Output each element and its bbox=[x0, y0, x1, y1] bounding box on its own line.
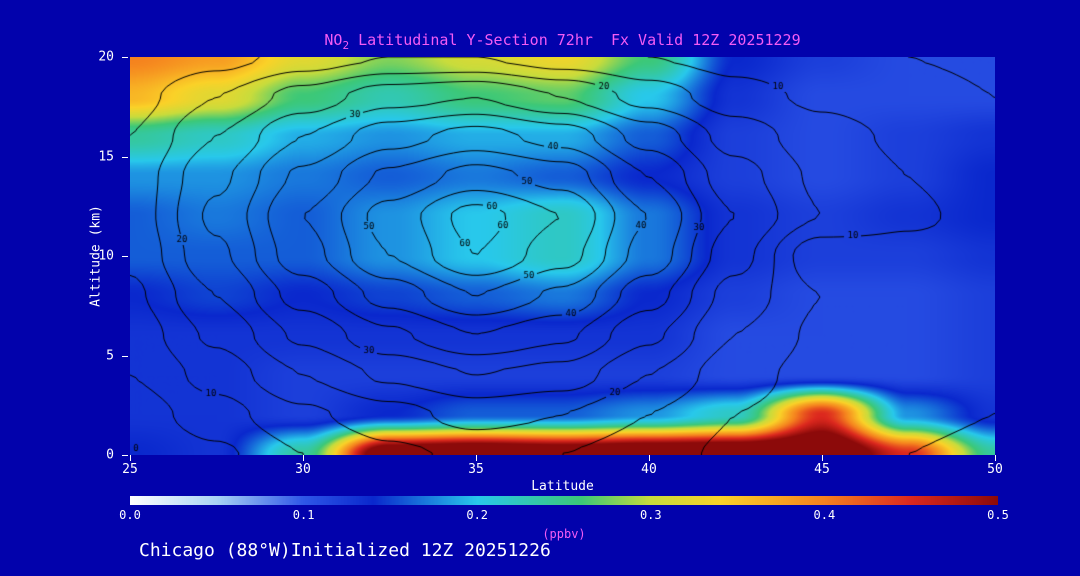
y-tick-mark bbox=[122, 57, 128, 58]
chart-title-prefix: NO bbox=[324, 31, 343, 49]
y-tick-label: 15 bbox=[98, 149, 114, 164]
init-info-label: Chicago (88°W)Initialized 12Z 20251226 bbox=[139, 540, 551, 561]
y-tick-mark bbox=[122, 256, 128, 257]
y-tick-mark bbox=[122, 156, 128, 158]
x-tick-mark bbox=[822, 455, 823, 461]
y-tick-label: 20 bbox=[98, 49, 114, 65]
x-tick-mark bbox=[995, 455, 996, 461]
colorbar-tick-label: 0.5 bbox=[987, 508, 1009, 522]
colorbar-ticks: 0.0 0.1 0.2 0.3 0.4 0.5 bbox=[119, 508, 1009, 524]
x-tick-label: 50 bbox=[987, 462, 1003, 477]
x-tick-mark bbox=[476, 455, 477, 461]
chart-title-text: Latitudinal Y-Section 72hr Fx Valid 12Z … bbox=[349, 31, 801, 49]
chart-title-subscript: 2 bbox=[342, 39, 350, 52]
y-tick-label: 0 bbox=[106, 447, 114, 463]
x-tick-label: 25 bbox=[122, 462, 138, 477]
colorbar-tick-label: 0.4 bbox=[813, 508, 836, 522]
colorbar-tick-label: 0.0 bbox=[119, 508, 141, 522]
y-tick-label: 10 bbox=[98, 248, 114, 264]
y-tick-label: 5 bbox=[106, 348, 114, 363]
x-axis-title: Latitude bbox=[531, 479, 594, 494]
colorbar-units-label: (ppbv) bbox=[542, 527, 586, 541]
colorbar-tick-label: 0.3 bbox=[639, 508, 662, 522]
y-tick-mark bbox=[122, 455, 128, 456]
chart-title: NO2 Latitudinal Y-Section 72hr Fx Valid … bbox=[130, 31, 995, 52]
x-tick-mark bbox=[130, 455, 131, 461]
x-tick-label: 40 bbox=[641, 462, 657, 477]
colorbar-tick-label: 0.2 bbox=[466, 508, 489, 522]
filled-contour-plot bbox=[130, 57, 995, 455]
y-tick-mark bbox=[122, 355, 128, 357]
colorbar-tick-label: 0.1 bbox=[292, 508, 315, 522]
x-tick-mark bbox=[303, 455, 304, 461]
x-tick-label: 35 bbox=[468, 462, 484, 477]
colorbar bbox=[130, 496, 998, 505]
y-axis-ticks: 0 5 10 15 20 bbox=[0, 50, 130, 463]
x-tick-label: 45 bbox=[814, 462, 830, 477]
x-tick-mark bbox=[649, 455, 650, 461]
x-axis-ticks: 25 30 35 40 45 50 bbox=[122, 455, 1003, 481]
x-tick-label: 30 bbox=[295, 462, 311, 477]
